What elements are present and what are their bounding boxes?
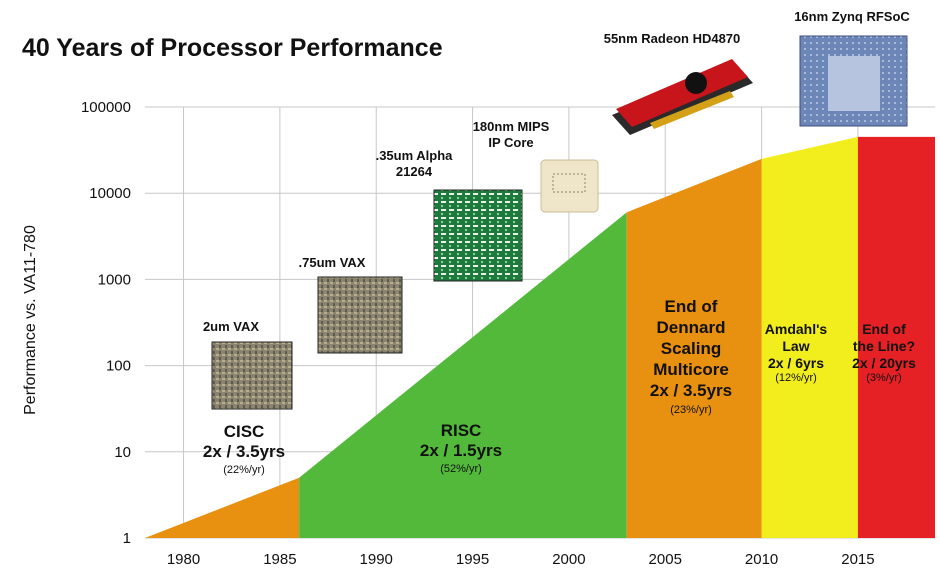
chip-label: .75um VAX (299, 255, 366, 270)
die-photo-body (211, 341, 293, 410)
era-label-line: Multicore (653, 360, 729, 379)
die-photo-body (317, 276, 403, 354)
x-tick-label-3: 1995 (456, 551, 489, 568)
era-label-line: 2x / 3.5yrs (203, 442, 285, 461)
die-photo-icon (317, 276, 403, 354)
y-tick-label-0: 1 (123, 530, 131, 547)
chip-package-icon (540, 159, 599, 213)
x-tick-label-1: 1985 (263, 551, 296, 568)
era-label-line: Law (782, 338, 809, 354)
die-photo-icon (211, 341, 293, 410)
era-growth-rate: (12%/yr) (775, 372, 817, 384)
soc-die-fpga-block (828, 56, 880, 111)
era-label-line: RISC (441, 421, 482, 440)
die-photo-icon (433, 189, 523, 282)
x-tick-label-2: 1990 (360, 551, 393, 568)
chart-title: 40 Years of Processor Performance (22, 34, 443, 62)
y-tick-label-1: 10 (114, 444, 131, 461)
era-label-line: End of (665, 297, 718, 316)
card-shroud (616, 59, 748, 127)
y-tick-label-2: 100 (106, 358, 131, 375)
era-area-1 (299, 212, 627, 538)
era-label-line: Dennard (657, 318, 726, 337)
die-photo-body (433, 189, 523, 282)
era-label-line: 2x / 3.5yrs (650, 381, 732, 400)
chip-label: 55nm Radeon HD4870 (604, 31, 741, 46)
era-area-3 (761, 136, 858, 539)
y-axis-ticks: 1 10 100 1000 10000 100000 (81, 99, 131, 547)
era-regions (145, 136, 935, 539)
chip-label: 16nm Zynq RFSoC (794, 9, 910, 24)
era-label-line: Scaling (661, 339, 721, 358)
x-tick-label-0: 1980 (167, 551, 200, 568)
chip-label: 2um VAX (203, 319, 259, 334)
chip-label: IP Core (488, 135, 533, 150)
x-tick-label-7: 2015 (841, 551, 874, 568)
chip-package-body (540, 159, 599, 213)
era-label-line: Amdahl's (765, 321, 828, 337)
era-area-4 (857, 136, 935, 539)
soc-die-icon (799, 35, 908, 127)
x-tick-label-6: 2010 (745, 551, 778, 568)
era-label-line: CISC (224, 422, 265, 441)
era-label-line: End of (862, 321, 906, 337)
era-label-line: 2x / 6yrs (768, 355, 824, 371)
x-tick-label-5: 2005 (649, 551, 682, 568)
era-label-line: 2x / 20yrs (852, 355, 916, 371)
card-connector (650, 91, 734, 129)
y-tick-label-5: 100000 (81, 99, 131, 116)
chip-label: 21264 (396, 164, 433, 179)
y-tick-label-4: 10000 (89, 185, 131, 202)
era-label-line: the Line? (853, 338, 915, 354)
y-axis-label: Performance vs. VA11-780 (22, 225, 39, 415)
era-label-line: 2x / 1.5yrs (420, 441, 502, 460)
era-area-0 (145, 477, 300, 538)
graphics-card-icon (612, 59, 753, 135)
era-growth-rate: (3%/yr) (866, 372, 901, 384)
chip-package-marking (552, 173, 586, 193)
x-tick-label-4: 2000 (552, 551, 585, 568)
y-tick-label-3: 1000 (98, 271, 131, 288)
x-axis-ticks: 1980 1985 1990 1995 2000 2005 2010 2015 (167, 551, 875, 568)
chip-label: .35um Alpha (376, 148, 454, 163)
era-growth-rate: (22%/yr) (223, 464, 265, 476)
era-growth-rate: (52%/yr) (440, 463, 482, 475)
card-fan (685, 72, 707, 94)
era-growth-rate: (23%/yr) (670, 404, 712, 416)
era-area-2 (626, 158, 762, 538)
chip-label: 180nm MIPS (473, 119, 550, 134)
